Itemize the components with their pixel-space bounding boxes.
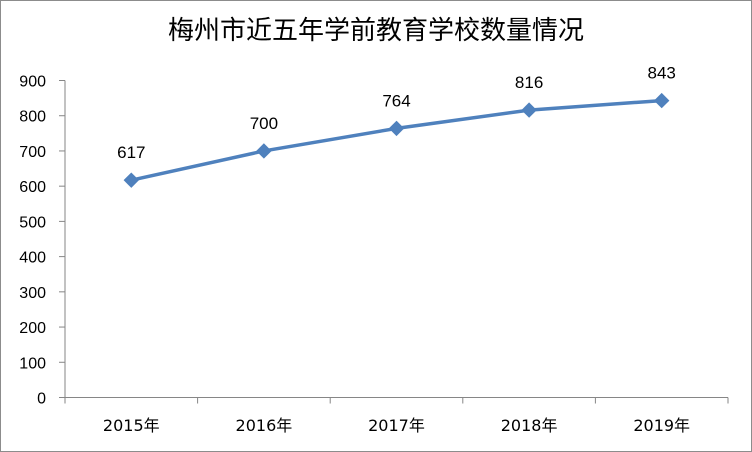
data-point-marker bbox=[653, 92, 670, 109]
data-point-marker bbox=[388, 120, 405, 137]
y-tick-label: 0 bbox=[37, 391, 46, 408]
data-point-marker bbox=[256, 143, 272, 159]
y-tick-label: 400 bbox=[19, 250, 46, 267]
data-label: 617 bbox=[117, 143, 145, 162]
chart-title: 梅州市近五年学前教育学校数量情况 bbox=[167, 16, 584, 46]
data-point-marker bbox=[521, 102, 537, 118]
axes-layer: 0 100 200 300 400 500 600 700 800 900 2015年 2016年 20… bbox=[19, 74, 729, 435]
y-tick-label: 800 bbox=[19, 109, 46, 126]
series-line bbox=[129, 98, 664, 182]
labels-layer: 617 700 764 816 843 bbox=[117, 64, 676, 163]
x-tick-label: 2019年 bbox=[633, 416, 690, 435]
y-tick-label: 900 bbox=[19, 74, 46, 91]
data-label: 700 bbox=[250, 114, 278, 133]
y-tick-label: 100 bbox=[19, 355, 46, 372]
y-tick-label: 700 bbox=[19, 144, 46, 161]
x-tick-label: 2018年 bbox=[501, 416, 558, 435]
x-tick-label: 2017年 bbox=[368, 416, 425, 435]
data-label: 816 bbox=[515, 73, 543, 92]
x-tick-label: 2015年 bbox=[103, 416, 160, 435]
y-tick-label: 200 bbox=[19, 320, 46, 337]
y-tick-label: 300 bbox=[19, 285, 46, 302]
data-label: 843 bbox=[648, 64, 676, 83]
x-tick-label: 2016年 bbox=[236, 416, 293, 435]
data-point-marker bbox=[123, 172, 140, 188]
y-tick-label: 600 bbox=[19, 179, 46, 196]
data-label: 764 bbox=[382, 91, 410, 110]
series-layer bbox=[123, 92, 670, 188]
y-tick-label: 500 bbox=[19, 214, 46, 231]
